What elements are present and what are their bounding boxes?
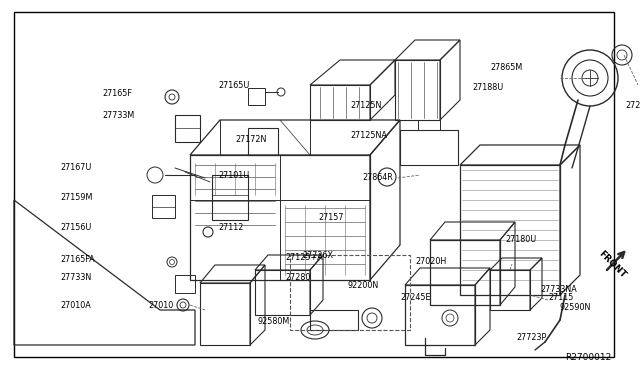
Text: 27159M: 27159M (60, 193, 92, 202)
Text: 27723P: 27723P (516, 334, 547, 343)
Text: 92580M: 92580M (258, 317, 291, 327)
Text: 27101U: 27101U (218, 170, 249, 180)
Text: 27010: 27010 (148, 301, 173, 310)
Text: 27167U: 27167U (60, 164, 92, 173)
Text: 27125NA: 27125NA (350, 131, 387, 140)
Text: 27165FA: 27165FA (60, 256, 95, 264)
Text: FRONT: FRONT (596, 248, 627, 279)
Text: 27280: 27280 (285, 273, 310, 282)
Text: 27726X: 27726X (302, 250, 333, 260)
Text: 27115: 27115 (548, 294, 573, 302)
Text: 27733M: 27733M (102, 110, 134, 119)
Text: 27180U: 27180U (505, 235, 536, 244)
Text: 27864R: 27864R (362, 173, 393, 183)
Text: 27188U: 27188U (472, 83, 503, 93)
Text: 27172N: 27172N (235, 135, 266, 144)
Text: 27112: 27112 (218, 224, 243, 232)
Text: R2700012: R2700012 (565, 353, 611, 362)
Text: 27733NA: 27733NA (540, 285, 577, 295)
Text: 27865M: 27865M (490, 64, 522, 73)
Text: 27157: 27157 (318, 214, 344, 222)
Text: 27245E: 27245E (400, 294, 431, 302)
Text: 27289N: 27289N (625, 100, 640, 109)
Text: 92200N: 92200N (348, 280, 380, 289)
Text: 27010A: 27010A (60, 301, 91, 310)
Text: 27165F: 27165F (102, 90, 132, 99)
Text: 27733N: 27733N (60, 273, 92, 282)
Text: 27020H: 27020H (415, 257, 446, 266)
Text: 27156U: 27156U (60, 224, 92, 232)
Text: 92590N: 92590N (560, 304, 591, 312)
Text: 27125+A: 27125+A (285, 253, 323, 263)
Text: 27125N: 27125N (350, 100, 381, 109)
Text: 27165U: 27165U (218, 80, 250, 90)
